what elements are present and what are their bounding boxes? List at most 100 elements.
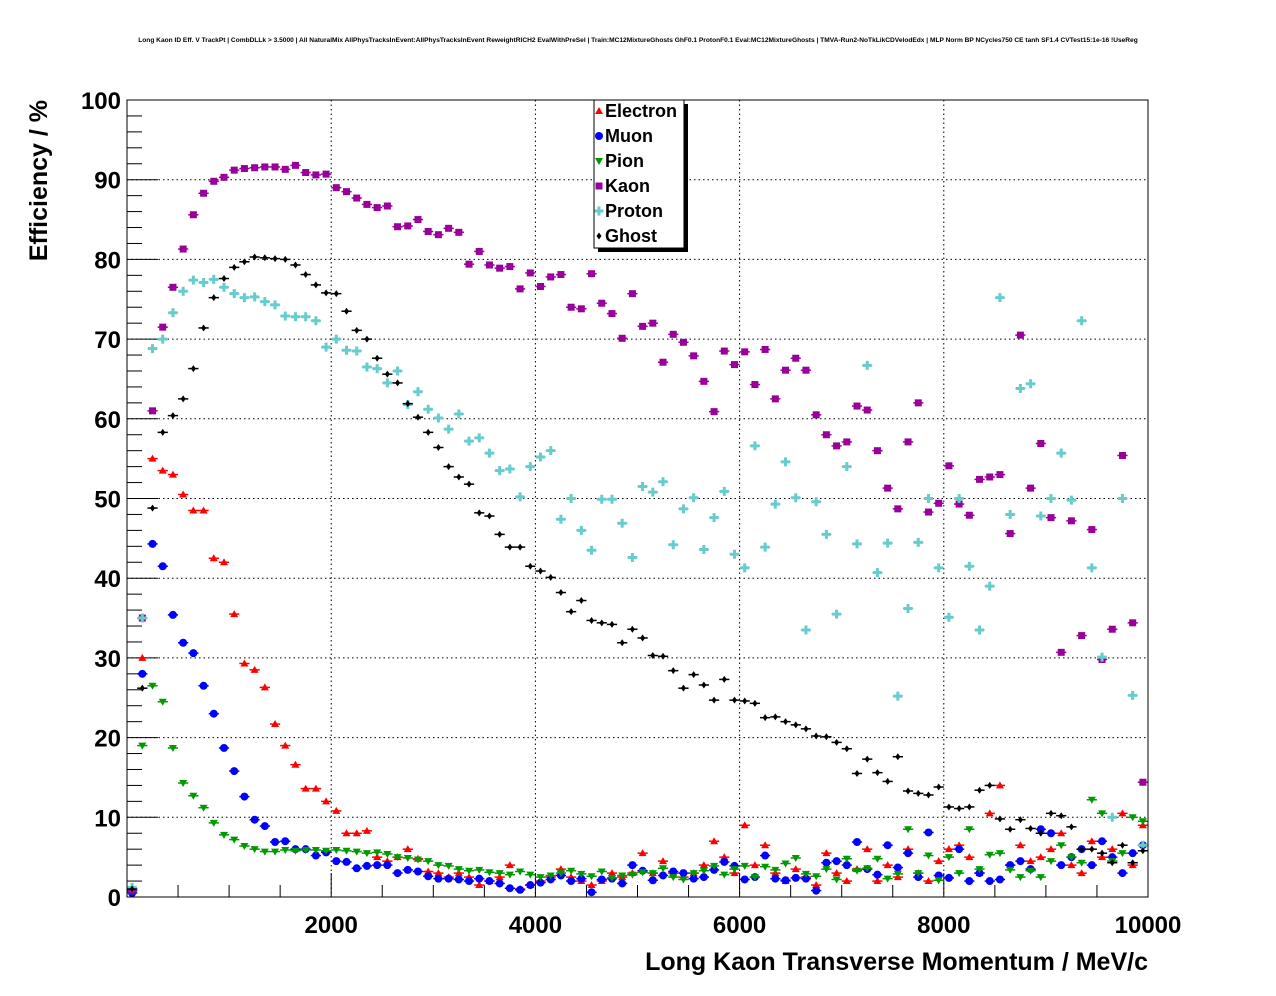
data-point-ghost <box>395 379 401 387</box>
data-point-pion <box>138 742 147 750</box>
data-point-muon <box>424 872 433 881</box>
data-point-proton <box>290 312 300 322</box>
data-point-electron <box>1026 857 1035 865</box>
data-point-pion <box>873 855 882 863</box>
data-point-electron <box>699 861 708 869</box>
data-point-ghost <box>762 714 768 722</box>
data-point-ghost <box>527 562 533 570</box>
data-point-electron <box>189 506 198 514</box>
data-point-kaon <box>475 247 483 255</box>
data-point-pion <box>342 847 351 855</box>
data-point-muon <box>1016 857 1025 866</box>
data-point-ghost <box>915 789 921 797</box>
data-point-ghost <box>456 473 462 481</box>
data-point-muon <box>219 743 228 752</box>
data-point-ghost <box>711 696 717 704</box>
data-point-electron <box>219 558 228 566</box>
data-point-proton <box>280 311 290 321</box>
data-point-muon <box>526 881 535 890</box>
data-point-proton <box>137 613 147 623</box>
data-point-kaon <box>822 431 830 439</box>
data-point-pion <box>965 826 974 834</box>
data-point-pion <box>740 862 749 870</box>
data-point-proton <box>393 366 403 376</box>
data-point-kaon <box>149 407 157 415</box>
data-point-kaon <box>741 348 749 356</box>
data-point-muon <box>209 709 218 718</box>
data-point-pion <box>771 866 780 874</box>
data-point-proton <box>566 494 576 503</box>
data-point-pion <box>373 849 382 857</box>
data-point-proton <box>239 293 249 303</box>
data-point-muon <box>567 877 576 886</box>
data-point-muon <box>699 873 708 882</box>
data-point-electron <box>352 829 361 837</box>
data-point-proton <box>740 563 750 573</box>
data-point-kaon <box>281 165 289 173</box>
data-point-electron <box>1067 861 1076 869</box>
data-point-kaon <box>271 163 279 171</box>
legend-marker-ghost <box>596 232 602 240</box>
data-point-kaon <box>628 290 636 298</box>
data-point-electron <box>168 470 177 478</box>
data-point-ghost <box>170 412 176 420</box>
data-point-pion <box>995 850 1004 858</box>
data-point-electron <box>740 821 749 829</box>
data-point-ghost <box>190 365 196 373</box>
data-point-pion <box>904 826 913 834</box>
data-point-proton <box>668 540 678 550</box>
data-point-pion <box>189 792 198 800</box>
data-point-pion <box>230 836 239 844</box>
data-point-electron <box>873 877 882 885</box>
data-point-pion <box>199 804 208 812</box>
data-point-muon <box>158 562 167 571</box>
data-point-pion <box>842 855 851 863</box>
data-point-ghost <box>497 530 503 538</box>
data-point-muon <box>812 886 821 895</box>
data-point-kaon <box>782 366 790 374</box>
data-point-kaon <box>169 283 177 291</box>
data-point-ghost <box>589 616 595 624</box>
tick-labels: 2000 4000 6000 8000 10000 0 10 20 30 40 50 60 70 80 90… <box>81 88 1181 939</box>
data-point-proton <box>729 549 739 559</box>
data-point-muon <box>985 877 994 886</box>
data-point-ghost <box>292 261 298 269</box>
data-point-muon <box>311 851 320 860</box>
data-point-ghost <box>558 589 564 597</box>
data-point-kaon <box>383 202 391 210</box>
data-point-pion <box>393 854 402 862</box>
data-point-proton <box>270 300 280 310</box>
data-point-electron <box>1118 809 1127 817</box>
data-point-proton <box>709 513 719 523</box>
data-point-muon <box>1098 837 1107 846</box>
data-point-muon <box>352 864 361 873</box>
data-point-pion <box>413 856 422 864</box>
data-point-pion <box>250 846 259 854</box>
data-point-kaon <box>210 177 218 185</box>
data-point-proton <box>862 360 872 370</box>
data-point-ghost <box>864 755 870 763</box>
data-point-ghost <box>538 567 544 575</box>
data-point-kaon <box>843 438 851 446</box>
data-point-ghost <box>241 258 247 266</box>
data-point-proton <box>1077 316 1087 326</box>
data-point-pion <box>679 876 688 884</box>
data-point-pion <box>607 874 616 882</box>
data-point-proton <box>515 492 525 502</box>
data-point-kaon <box>1057 648 1065 656</box>
data-point-electron <box>434 869 443 877</box>
data-point-ghost <box>977 786 983 794</box>
data-point-electron <box>403 845 412 853</box>
legend-label-electron: Electron <box>605 101 677 121</box>
data-point-proton <box>188 275 198 285</box>
data-point-kaon <box>1108 625 1116 633</box>
data-point-kaon <box>547 273 555 281</box>
data-point-pion <box>495 870 504 878</box>
data-point-ghost <box>619 639 625 647</box>
data-point-proton <box>587 545 597 555</box>
data-point-ghost <box>599 619 605 627</box>
data-point-proton <box>464 436 474 446</box>
data-point-kaon <box>567 303 575 311</box>
data-point-electron <box>179 490 188 498</box>
chart-title: Long Kaon ID Eff. V TrackPt | CombDLLk >… <box>138 37 1138 44</box>
